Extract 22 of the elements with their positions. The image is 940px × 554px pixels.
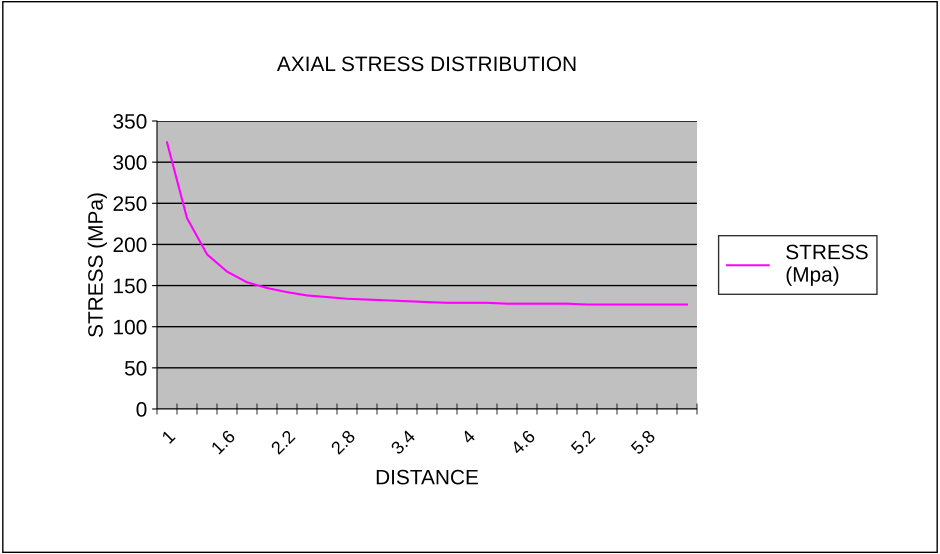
x-tick-label: 5.2 [570,429,596,456]
x-tick-label: 3.4 [390,429,416,456]
y-tick-label: 250 [114,196,146,212]
x-tick-label: 5.8 [630,429,656,456]
y-tick-label: 200 [114,237,146,252]
x-tick-label: 2.8 [330,429,356,455]
x-tick-label: 2.2 [270,429,296,455]
y-tick-label: 0 [136,402,146,417]
y-tick-label: 350 [113,114,146,129]
x-tick-label: 1 [161,430,176,444]
x-tick-label: 4.6 [510,429,536,456]
legend-label: STRESS (Mpa) [786,244,868,286]
y-tick-label: 100 [114,320,146,334]
y-tick-label: 300 [113,155,146,170]
x-axis-title: DISTANCE [376,470,478,485]
x-tick-label: 4 [460,429,476,445]
chart-title: AXIAL STRESS DISTRIBUTION [276,56,576,72]
y-axis-title: STRESS (MPa) [88,193,107,337]
x-tick-label: 1.6 [210,429,236,455]
y-tick-label: 50 [124,360,146,376]
y-tick-label: 150 [114,278,146,294]
line-series [166,141,688,306]
